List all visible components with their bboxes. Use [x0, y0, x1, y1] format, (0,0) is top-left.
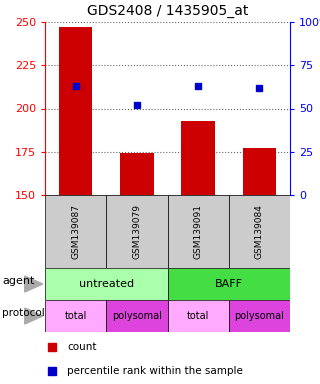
Text: polysomal: polysomal	[235, 311, 284, 321]
Bar	[181, 121, 215, 195]
Polygon shape	[25, 276, 43, 292]
Bar	[45, 300, 106, 332]
Polygon shape	[25, 308, 43, 324]
Bar	[229, 195, 290, 268]
Bar	[106, 195, 167, 268]
Text: GSM139079: GSM139079	[132, 204, 141, 259]
Bar	[120, 154, 154, 195]
Title: GDS2408 / 1435905_at: GDS2408 / 1435905_at	[87, 4, 248, 18]
Text: GSM139091: GSM139091	[194, 204, 203, 259]
Bar	[106, 300, 167, 332]
Bar	[167, 195, 229, 268]
Text: GSM139084: GSM139084	[255, 204, 264, 259]
Text: polysomal: polysomal	[112, 311, 162, 321]
Text: total: total	[187, 311, 209, 321]
Bar	[167, 268, 290, 300]
Bar	[167, 300, 229, 332]
Text: BAFF: BAFF	[215, 279, 243, 289]
Bar	[45, 195, 106, 268]
Text: protocol: protocol	[2, 308, 45, 318]
Text: percentile rank within the sample: percentile rank within the sample	[67, 366, 243, 376]
Text: agent: agent	[2, 276, 35, 286]
Text: total: total	[64, 311, 87, 321]
Text: count: count	[67, 341, 97, 352]
Text: untreated: untreated	[79, 279, 134, 289]
Bar	[243, 148, 276, 195]
Bar	[229, 300, 290, 332]
Bar	[45, 268, 167, 300]
Text: GSM139087: GSM139087	[71, 204, 80, 259]
Bar	[59, 27, 92, 195]
